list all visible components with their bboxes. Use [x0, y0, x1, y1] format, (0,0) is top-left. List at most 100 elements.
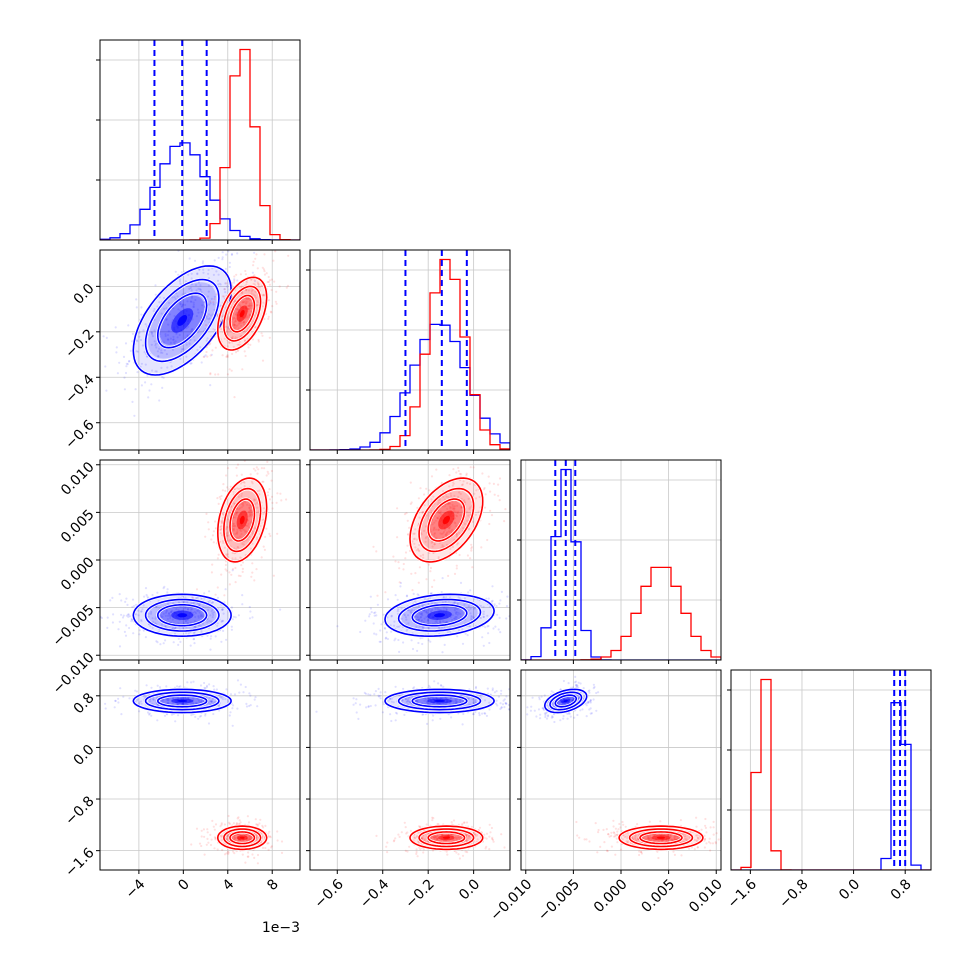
red-contour-3-0-1	[223, 828, 262, 848]
ticks-3-2	[517, 695, 717, 874]
x-tick-label-1-1: −0.4	[357, 876, 392, 911]
ticks-0-0	[96, 59, 273, 244]
x-tick-label-3-1: −0.8	[776, 876, 811, 911]
blue-contour-3-2-1	[549, 691, 583, 711]
red-density-3-1-4	[442, 836, 450, 839]
red-contour-3-1-1	[418, 828, 475, 848]
red-contour-2-0-0	[216, 477, 268, 563]
red-contour-2-1-0	[409, 477, 484, 563]
x-tick-label-0-3: 8	[264, 876, 282, 894]
x-tick-label-1-3: 0.0	[456, 876, 483, 903]
y-tick-label-1-0: −0.6	[62, 417, 97, 452]
ticks-3-3	[727, 689, 906, 874]
y-tick-label-3-2: 0.0	[71, 742, 98, 769]
x-tick-label-1-0: −0.6	[312, 876, 347, 911]
red-contour-3-2-1	[628, 828, 694, 848]
red-density-1-0-4	[239, 310, 245, 318]
ticks-2-2	[517, 479, 717, 664]
grid-2-2	[521, 460, 721, 660]
x-tick-label-0-0: −4	[123, 876, 149, 902]
panel-2-1	[336, 466, 510, 654]
panel-1-0	[102, 250, 290, 417]
blue-histogram-3	[731, 702, 931, 870]
x-tick-label-1-2: −0.2	[402, 876, 437, 911]
blue-density-2-1-4	[434, 613, 445, 618]
blue-contour-2-0-2	[156, 604, 208, 627]
panel-frame-2-1	[309, 459, 511, 661]
grid-0-0	[100, 40, 300, 240]
blue-contour-3-0-0	[132, 688, 232, 714]
panel-frame-1-1	[309, 249, 511, 451]
ticks-1-0	[96, 285, 273, 454]
blue-contour-2-1-0	[384, 593, 495, 638]
blue-contour-1-0-1	[144, 278, 220, 363]
blue-contour-3-0-1	[144, 691, 220, 711]
red-histogram-0	[100, 48, 300, 240]
blue-density-2-0-4	[177, 613, 188, 618]
blue-histogram-0	[100, 142, 300, 240]
blue-contour-3-1-1	[397, 691, 482, 711]
blue-contour-1-0-0	[132, 265, 232, 376]
ticks-1-1	[306, 269, 475, 454]
x-tick-label-3-3: 0.8	[888, 876, 915, 903]
blue-contour-3-0-2	[156, 694, 208, 708]
x-tick-label-2-2: 0.000	[591, 876, 631, 916]
red-contour-3-1-2	[427, 831, 466, 845]
ticks-2-0	[96, 464, 273, 664]
y-tick-label-2-0: −0.010	[50, 650, 98, 698]
x-tick-label-2-1: −0.005	[535, 876, 583, 924]
y-tick-label-1-1: −0.4	[62, 372, 97, 407]
red-contour-2-0-2	[229, 498, 256, 542]
red-contour-2-1-2	[427, 498, 466, 542]
red-contour-3-0-2	[229, 831, 256, 845]
y-tick-label-1-3: 0.0	[71, 281, 98, 308]
y-tick-label-3-3: 0.8	[71, 690, 98, 717]
panel-3-0	[104, 679, 284, 865]
panel-frame-3-3	[730, 669, 932, 871]
red-contour-2-0-1	[223, 487, 262, 553]
y-tick-label-3-0: −1.6	[62, 845, 97, 880]
blue-contour-3-1-2	[411, 694, 468, 708]
blue-contour-1-0-2	[156, 292, 208, 349]
y-tick-label-1-2: −0.2	[62, 326, 97, 361]
blue-contour-2-0-0	[132, 593, 232, 638]
red-contour-3-1-0	[409, 825, 484, 851]
x-tick-label-3-0: −1.6	[725, 876, 760, 911]
blue-contour-3-2-0	[543, 688, 588, 714]
panel-frame-3-2	[520, 669, 722, 871]
red-histogram-3	[731, 678, 931, 870]
panel-frame-3-1	[309, 669, 511, 871]
blue-contour-3-1-0	[384, 688, 495, 714]
panel-frame-0-0	[99, 39, 301, 241]
x-tick-label-3-2: 0.0	[836, 876, 863, 903]
panel-3-2	[526, 675, 721, 860]
red-density-2-1-4	[442, 515, 450, 525]
y-tick-label-2-4: 0.010	[58, 459, 98, 499]
red-contour-1-0-1	[223, 285, 262, 342]
red-contour-3-2-2	[639, 831, 683, 845]
red-histogram-1	[310, 258, 510, 450]
ticks-2-1	[306, 464, 475, 664]
red-samples-2-1	[372, 466, 507, 597]
x-tick-label-2-3: 0.005	[639, 876, 679, 916]
panel-3-1	[315, 680, 510, 860]
red-density-3-0-4	[239, 836, 245, 839]
panel-frame-1-0	[99, 249, 301, 451]
red-contour-2-1-1	[418, 487, 475, 553]
blue-density-1-0-4	[177, 315, 188, 326]
panel-frame-2-0	[99, 459, 301, 661]
y-tick-label-2-2: 0.000	[58, 554, 98, 594]
panel-2-0	[100, 460, 288, 651]
panel-frame-3-0	[99, 669, 301, 871]
x-tick-label-2-0: −0.010	[487, 876, 535, 924]
y-tick-label-2-1: −0.005	[50, 602, 98, 650]
blue-contour-2-1-1	[397, 598, 482, 632]
x-tick-label-0-1: 0	[175, 876, 193, 894]
x-tick-label-2-4: 0.010	[686, 876, 726, 916]
red-histogram-2	[521, 566, 721, 660]
red-density-3-2-4	[656, 836, 666, 839]
blue-contour-2-0-1	[144, 598, 220, 632]
blue-histogram-2	[521, 468, 721, 660]
red-contour-3-0-0	[216, 825, 268, 851]
red-contour-1-0-0	[216, 276, 268, 351]
